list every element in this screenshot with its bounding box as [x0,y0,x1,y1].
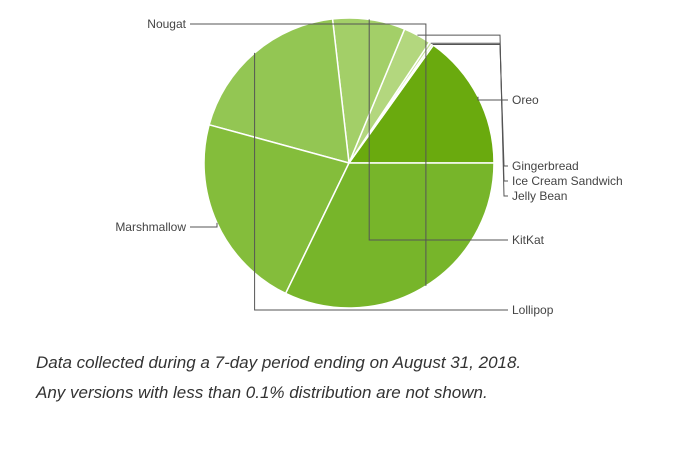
leader-line-jelly-bean [417,34,508,197]
slice-label-ice-cream-sandwich: Ice Cream Sandwich [512,174,623,188]
pie-slices [203,17,495,309]
chart-caption: Data collected during a 7-day period end… [36,348,676,408]
leader-line-oreo [477,96,508,101]
leader-line-nougat [190,23,427,286]
slice-label-gingerbread: Gingerbread [512,159,579,173]
caption-line-2: Any versions with less than 0.1% distrib… [36,383,488,402]
slice-label-kitkat: KitKat [512,233,545,247]
slice-label-marshmallow: Marshmallow [115,220,186,234]
leader-line-kitkat [368,19,508,241]
slice-label-oreo: Oreo [512,93,539,107]
caption-line-1: Data collected during a 7-day period end… [36,353,522,372]
slice-label-nougat: Nougat [147,17,186,31]
leader-line-marshmallow [190,222,218,228]
pie-slice-nougat [284,162,495,309]
pie-slice-marshmallow [203,124,350,295]
leader-line-lollipop [254,52,508,311]
slice-label-jelly-bean: Jelly Bean [512,189,567,203]
slice-label-lollipop: Lollipop [512,303,554,317]
